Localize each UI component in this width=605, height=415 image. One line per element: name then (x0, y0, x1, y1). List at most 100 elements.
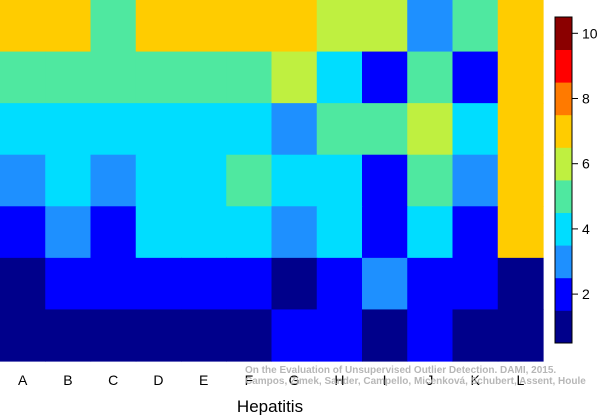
heatmap-cell-H-row2 (316, 51, 363, 104)
heatmap-cell-F-row6 (226, 257, 273, 311)
heatmap-cell-E-row2 (181, 51, 227, 104)
colorbar-tick-label-8: 8 (582, 91, 590, 107)
heatmap-cell-J-row3 (407, 103, 454, 156)
heatmap-cell-K-row7 (452, 309, 499, 362)
heatmap-cells (0, 0, 544, 362)
colorbar-swatch-2 (555, 277, 572, 311)
heatmap-cell-H-row4 (316, 154, 363, 207)
heatmap-cell-I-row4 (362, 154, 408, 207)
heatmap-cell-K-row1 (452, 0, 499, 53)
heatmap-cell-K-row6 (452, 257, 499, 311)
heatmap-cell-C-row3 (90, 103, 137, 156)
heatmap-cell-G-row5 (271, 206, 318, 259)
colorbar-swatch-4 (555, 212, 572, 246)
heatmap-cell-E-row5 (181, 206, 227, 259)
heatmap-cell-F-row2 (226, 51, 273, 104)
footnote-line-2: Campos, Zimek, Sander, Campello, Micenko… (245, 376, 586, 387)
heatmap-cell-C-row5 (90, 206, 137, 259)
heatmap-cell-H-row1 (316, 0, 363, 53)
heatmap-cell-H-row6 (316, 257, 363, 311)
heatmap-cell-G-row2 (271, 51, 318, 104)
heatmap-cell-G-row3 (271, 103, 318, 156)
heatmap-cell-A-row1 (0, 0, 46, 53)
heatmap-cell-B-row1 (45, 0, 92, 53)
x-tick-label-B: B (63, 372, 72, 388)
x-tick-label-F: F (245, 372, 254, 388)
heatmap-cell-F-row7 (226, 309, 273, 362)
heatmap-cell-L-row3 (497, 103, 544, 156)
heatmap-cell-D-row2 (135, 51, 182, 104)
heatmap-cell-K-row2 (452, 51, 499, 104)
x-tick-label-L: L (516, 372, 524, 388)
x-tick-label-C: C (108, 372, 118, 388)
x-tick-label-A: A (18, 372, 28, 388)
x-tick-label-E: E (199, 372, 208, 388)
heatmap-cell-B-row5 (45, 206, 92, 259)
heatmap-cell-I-row7 (362, 309, 408, 362)
heatmap-cell-A-row4 (0, 154, 46, 207)
heatmap-cell-D-row7 (135, 309, 182, 362)
x-tick-label-J: J (426, 372, 433, 388)
colorbar-tick-label-10: 10 (582, 25, 598, 41)
heatmap-cell-I-row5 (362, 206, 408, 259)
colorbar-swatch-6 (555, 147, 572, 181)
heatmap-cell-C-row6 (90, 257, 137, 311)
heatmap-cell-D-row4 (135, 154, 182, 207)
heatmap-cell-E-row3 (181, 103, 227, 156)
heatmap-cell-B-row4 (45, 154, 92, 207)
x-tick-label-G: G (289, 372, 300, 388)
heatmap-cell-B-row2 (45, 51, 92, 104)
x-axis-title: Hepatitis (237, 397, 303, 415)
x-tick-labels: A B C D E F G H I J K L (18, 372, 525, 388)
heatmap-cell-F-row1 (226, 0, 273, 53)
heatmap-cell-H-row3 (316, 103, 363, 156)
heatmap-cell-G-row7 (271, 309, 318, 362)
heatmap-cell-G-row1 (271, 0, 318, 53)
x-tick-label-I: I (383, 372, 387, 388)
heatmap-cell-H-row5 (316, 206, 363, 259)
heatmap-cell-J-row5 (407, 206, 454, 259)
heatmap-cell-B-row3 (45, 103, 92, 156)
heatmap-cell-J-row4 (407, 154, 454, 207)
heatmap-cell-F-row3 (226, 103, 273, 156)
colorbar-swatch-9 (555, 49, 572, 83)
heatmap-cell-D-row1 (135, 0, 182, 53)
colorbar-swatch-8 (555, 82, 572, 116)
heatmap-cell-E-row6 (181, 257, 227, 311)
footnote-line-1: On the Evaluation of Unsupervised Outlie… (245, 365, 556, 376)
heatmap-cell-C-row2 (90, 51, 137, 104)
heatmap-cell-E-row7 (181, 309, 227, 362)
heatmap-cell-F-row5 (226, 206, 273, 259)
x-tick-label-D: D (153, 372, 163, 388)
heatmap-cell-A-row6 (0, 257, 46, 311)
heatmap-cell-D-row3 (135, 103, 182, 156)
colorbar (554, 16, 573, 344)
heatmap-cell-J-row1 (407, 0, 454, 53)
heatmap-cell-A-row7 (0, 309, 46, 362)
colorbar-swatch-1 (555, 310, 572, 344)
heatmap-cell-J-row2 (407, 51, 454, 104)
heatmap-cell-I-row3 (362, 103, 408, 156)
colorbar-swatch-7 (555, 114, 572, 148)
heatmap-cell-I-row2 (362, 51, 408, 104)
heatmap-cell-J-row7 (407, 309, 454, 362)
heatmap-cell-D-row5 (135, 206, 182, 259)
heatmap-cell-I-row6 (362, 257, 408, 311)
heatmap-cell-L-row2 (497, 51, 544, 104)
colorbar-swatch-10 (555, 17, 572, 50)
x-tick-label-K: K (470, 372, 480, 388)
heatmap-cell-E-row1 (181, 0, 227, 53)
colorbar-tick-label-2: 2 (582, 286, 590, 302)
heatmap-cell-G-row4 (271, 154, 318, 207)
heatmap-cell-L-row7 (497, 309, 544, 362)
heatmap-cell-L-row5 (497, 206, 544, 259)
heatmap-cell-F-row4 (226, 154, 273, 207)
heatmap-cell-E-row4 (181, 154, 227, 207)
x-tick-label-H: H (334, 372, 344, 388)
heatmap-cell-G-row6 (271, 257, 318, 311)
heatmap-cell-A-row3 (0, 103, 46, 156)
heatmap-cell-L-row6 (497, 257, 544, 311)
colorbar-tick-labels: 2 4 6 8 10 (572, 25, 598, 302)
heatmap-cell-D-row6 (135, 257, 182, 311)
